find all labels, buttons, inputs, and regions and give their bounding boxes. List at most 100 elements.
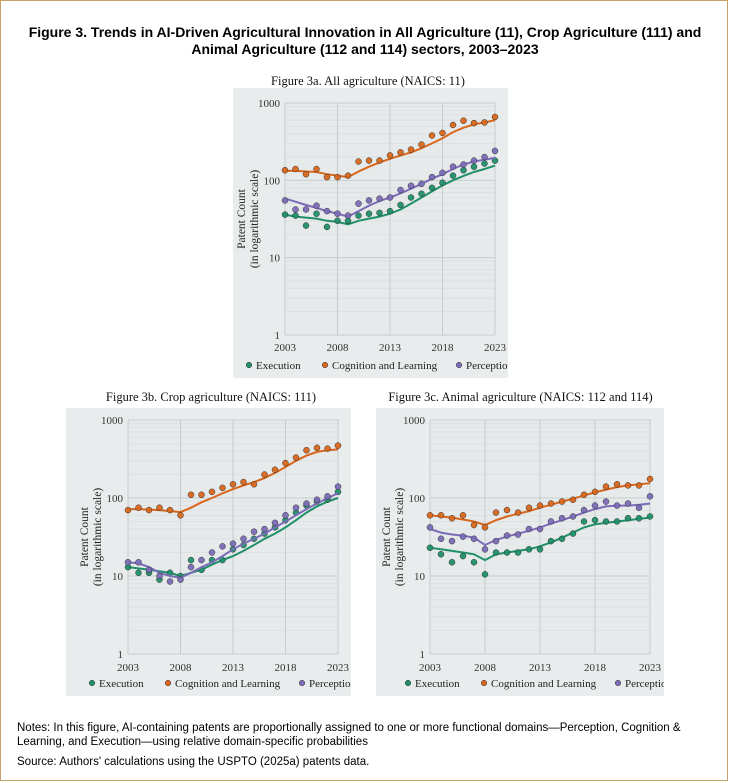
- data-point-execution: [428, 184, 436, 192]
- data-point-cognition: [124, 506, 132, 514]
- data-point-perception: [386, 194, 394, 201]
- legend-label-cognition: Cognition and Learning: [332, 360, 438, 372]
- data-point-perception: [240, 535, 247, 543]
- data-point-execution: [355, 212, 362, 219]
- data-point-cognition: [229, 481, 237, 488]
- data-point-perception: [602, 498, 610, 505]
- data-point-execution: [460, 167, 467, 174]
- data-point-perception: [624, 500, 632, 507]
- data-point-cognition: [282, 459, 289, 467]
- data-point-perception: [166, 578, 174, 585]
- data-point-cognition: [418, 141, 425, 148]
- legend-marker-perception: [298, 679, 306, 687]
- y-axis-label: (in logarithmic scale): [249, 170, 261, 269]
- data-point-perception: [580, 506, 588, 514]
- trend-line-cognition: [284, 119, 496, 179]
- data-point-cognition: [313, 165, 320, 173]
- data-point-perception: [558, 515, 566, 522]
- legend-label-perception: Perception: [309, 678, 351, 690]
- data-point-cognition: [292, 165, 299, 173]
- data-point-execution: [558, 535, 566, 543]
- data-point-perception: [514, 531, 522, 538]
- data-point-cognition: [250, 481, 258, 488]
- data-point-perception: [281, 197, 289, 204]
- data-point-execution: [135, 569, 142, 577]
- x-tick-label: 2003: [419, 662, 442, 674]
- data-point-cognition: [470, 119, 478, 127]
- data-point-execution: [448, 559, 456, 566]
- y-tick-label: 10: [414, 571, 426, 583]
- data-point-cognition: [569, 496, 577, 503]
- data-point-execution: [459, 552, 467, 560]
- data-point-cognition: [407, 146, 415, 153]
- data-point-perception: [334, 210, 341, 217]
- y-tick-label: 100: [409, 493, 426, 505]
- data-point-cognition: [470, 521, 478, 529]
- y-axis-label: Patent Count: [236, 188, 248, 249]
- data-point-perception: [229, 540, 237, 547]
- data-point-cognition: [208, 488, 216, 496]
- data-point-execution: [302, 222, 310, 229]
- data-point-execution: [470, 559, 478, 566]
- x-tick-label: 2008: [474, 662, 497, 674]
- data-point-perception: [261, 525, 268, 533]
- data-point-cognition: [292, 454, 300, 461]
- legend-label-execution: Execution: [99, 678, 144, 690]
- x-tick-label: 2003: [274, 342, 297, 354]
- data-point-cognition: [635, 482, 643, 489]
- chart-3c-title: Figure 3c. Animal agriculture (NAICS: 11…: [388, 390, 653, 404]
- x-tick-label: 2013: [222, 662, 245, 674]
- chart-3c: 1 10 100 1000 2003 2008 2013 2018 2023 Patent Cou…: [376, 408, 664, 696]
- data-point-execution: [397, 201, 404, 209]
- data-point-perception: [491, 147, 499, 155]
- chart-3c-svg: 1 10 100 1000 2003 2008 2013 2018 2023 Patent Cou…: [381, 415, 664, 690]
- data-point-execution: [187, 556, 195, 564]
- data-point-perception: [135, 559, 142, 566]
- data-point-execution: [591, 516, 599, 524]
- legend-label-cognition: Cognition and Learning: [175, 678, 281, 690]
- y-tick-label: 1000: [101, 415, 124, 427]
- data-point-cognition: [449, 121, 457, 129]
- data-point-execution: [365, 210, 373, 217]
- data-point-perception: [470, 535, 478, 543]
- data-point-perception: [219, 543, 226, 550]
- data-point-perception: [536, 525, 544, 533]
- legend-label-perception: Perception: [625, 678, 664, 690]
- data-point-execution: [407, 194, 415, 201]
- y-tick-label: 1: [420, 649, 426, 661]
- data-point-perception: [334, 483, 342, 490]
- data-point-execution: [503, 549, 511, 556]
- data-point-cognition: [177, 512, 184, 519]
- data-point-perception: [407, 182, 415, 190]
- x-tick-label: 2013: [379, 342, 402, 354]
- x-tick-label: 2003: [117, 662, 140, 674]
- data-point-cognition: [323, 173, 331, 181]
- data-point-perception: [302, 206, 310, 213]
- data-point-cognition: [428, 132, 436, 139]
- data-point-cognition: [613, 481, 621, 488]
- legend-marker-cognition: [480, 679, 488, 687]
- data-point-execution: [470, 163, 478, 170]
- data-point-perception: [365, 197, 373, 204]
- data-point-cognition: [344, 172, 352, 179]
- data-point-cognition: [591, 488, 599, 496]
- x-tick-label: 2018: [275, 662, 298, 674]
- data-point-cognition: [334, 442, 342, 449]
- data-point-perception: [250, 528, 258, 535]
- data-point-execution: [334, 217, 341, 225]
- data-point-cognition: [525, 504, 533, 511]
- data-point-perception: [525, 525, 533, 533]
- data-point-cognition: [261, 471, 268, 478]
- data-point-cognition: [376, 157, 383, 164]
- x-tick-label: 2018: [584, 662, 607, 674]
- data-point-execution: [580, 518, 588, 525]
- data-point-perception: [547, 518, 555, 525]
- y-tick-label: 1000: [403, 415, 426, 427]
- data-point-perception: [449, 163, 457, 170]
- chart-3b: 1 10 100 1000 2003 2008 2013 2018 2023 Patent Cou…: [66, 408, 351, 696]
- data-point-perception: [448, 537, 456, 545]
- data-point-execution: [439, 179, 446, 187]
- data-point-perception: [177, 576, 184, 583]
- y-tick-label: 1000: [258, 98, 281, 110]
- y-axis-label: (in logarithmic scale): [394, 488, 406, 587]
